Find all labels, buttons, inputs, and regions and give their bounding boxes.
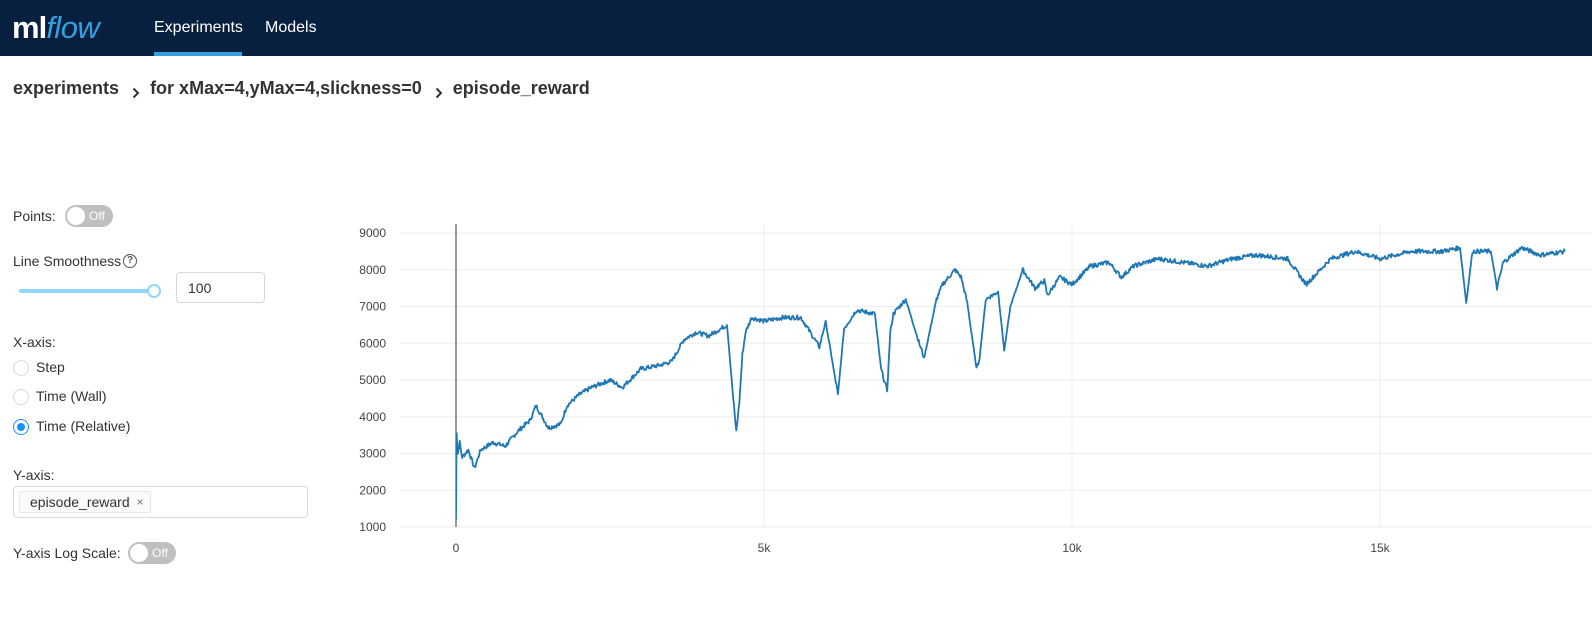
- metric-tag: episode_reward ×: [19, 491, 151, 513]
- breadcrumb-experiments-link[interactable]: experiments: [13, 78, 120, 98]
- line-smoothness-label: Line Smoothness: [13, 253, 122, 269]
- y-tick-label: 2000: [359, 483, 386, 497]
- nav-models[interactable]: Models: [265, 19, 317, 36]
- x-tick-label: 0: [453, 541, 460, 555]
- xaxis-step-radio[interactable]: [13, 360, 29, 376]
- xaxis-step-label[interactable]: Step: [36, 359, 65, 375]
- y-tick-label: 7000: [359, 300, 386, 314]
- chevron-right-icon: [132, 87, 140, 99]
- breadcrumb-run-link[interactable]: for xMax=4,yMax=4,slickness=0: [150, 78, 422, 98]
- breadcrumb-metric: episode_reward: [452, 78, 590, 98]
- xaxis-relative-time-radio[interactable]: [13, 419, 29, 435]
- points-toggle[interactable]: Off: [65, 205, 113, 227]
- yaxis-label: Y-axis:: [13, 467, 55, 483]
- y-tick-label: 6000: [359, 336, 386, 350]
- smoothness-input[interactable]: [176, 272, 265, 303]
- points-toggle-text: Off: [89, 209, 105, 223]
- close-icon[interactable]: ×: [136, 495, 144, 509]
- yaxis-metric-select[interactable]: episode_reward ×: [13, 486, 308, 518]
- y-tick-label: 9000: [359, 226, 386, 240]
- logo-flow-text: flow: [46, 10, 100, 45]
- toggle-knob: [67, 207, 85, 225]
- mlflow-logo[interactable]: ml flow: [12, 6, 100, 50]
- logo-ml-text: ml: [12, 10, 47, 45]
- series-line-episode-reward[interactable]: [456, 245, 1566, 520]
- xaxis-label: X-axis:: [13, 334, 56, 350]
- nav-experiments[interactable]: Experiments: [154, 0, 243, 56]
- y-tick-label: 1000: [359, 520, 386, 534]
- xaxis-wall-time-radio[interactable]: [13, 389, 29, 405]
- toggle-knob: [130, 544, 148, 562]
- breadcrumb: experiments for xMax=4,yMax=4,slickness=…: [13, 78, 590, 99]
- chevron-right-icon: [435, 87, 443, 99]
- metric-line-chart[interactable]: 1000 2000 3000 4000 5000 6000 7000 8000 9000 0 5k 1…: [340, 200, 1592, 570]
- metric-tag-label: episode_reward: [30, 494, 130, 510]
- y-tick-label: 8000: [359, 263, 386, 277]
- x-tick-label: 10k: [1062, 541, 1082, 555]
- x-tick-label: 5k: [758, 541, 772, 555]
- points-label: Points:: [13, 208, 56, 224]
- smoothness-slider-track[interactable]: [19, 289, 155, 293]
- y-tick-label: 5000: [359, 373, 386, 387]
- log-scale-toggle[interactable]: Off: [128, 542, 176, 564]
- question-circle-icon[interactable]: ?: [123, 254, 137, 268]
- xaxis-relative-time-label[interactable]: Time (Relative): [36, 418, 131, 434]
- top-navbar: ml flow Experiments Models: [0, 0, 1592, 56]
- xaxis-wall-time-label[interactable]: Time (Wall): [36, 388, 107, 404]
- x-tick-label: 15k: [1370, 541, 1390, 555]
- log-scale-toggle-text: Off: [152, 546, 168, 560]
- y-tick-label: 4000: [359, 410, 386, 424]
- log-scale-label: Y-axis Log Scale:: [13, 545, 121, 561]
- smoothness-slider-handle[interactable]: [147, 284, 161, 298]
- y-tick-label: 3000: [359, 447, 386, 461]
